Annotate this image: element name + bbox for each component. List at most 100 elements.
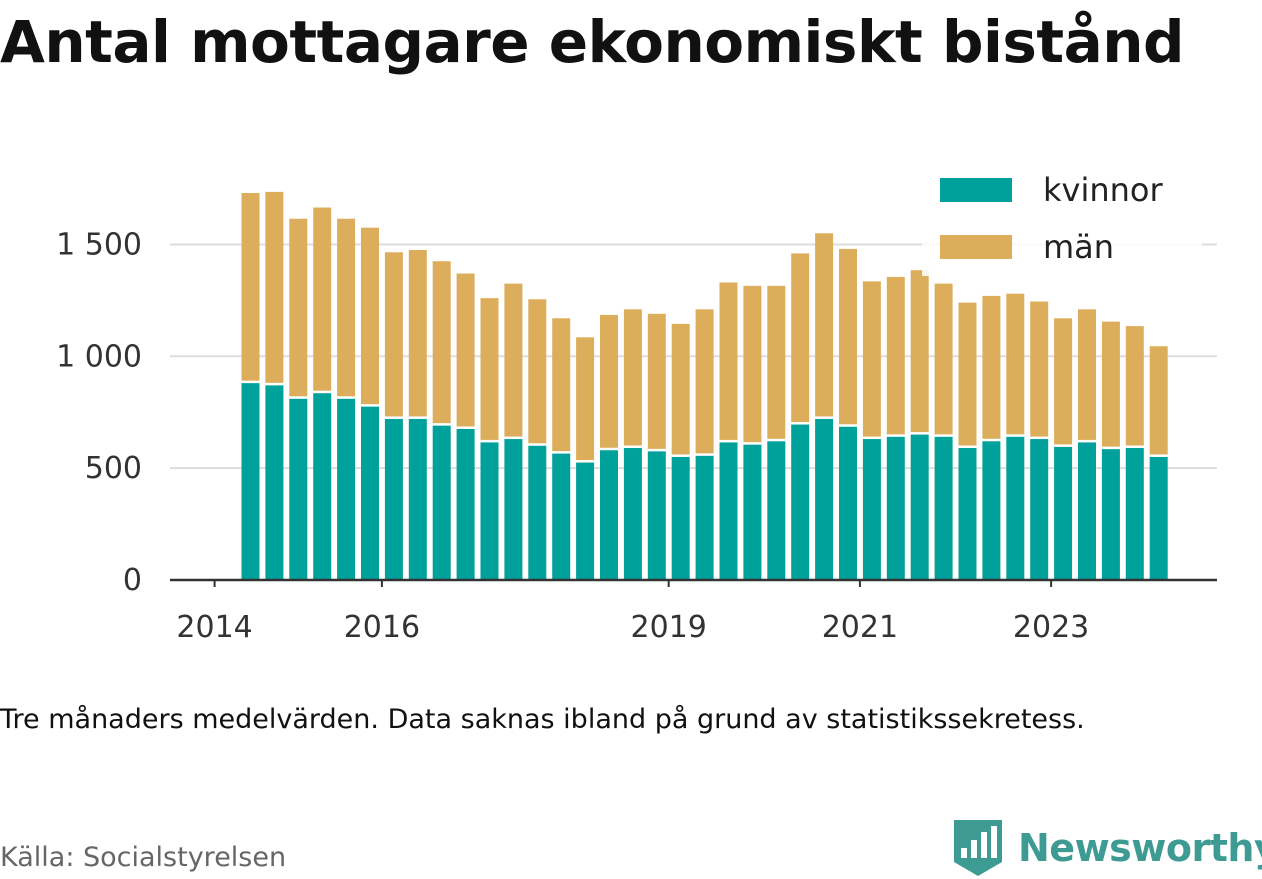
bar-kvinnor <box>695 455 714 580</box>
bar-man <box>313 207 332 391</box>
bar-kvinnor <box>408 418 427 580</box>
bar-man <box>862 281 881 437</box>
bar-man <box>552 318 571 452</box>
chart-title: Antal mottagare ekonomiskt bistånd <box>0 8 1185 76</box>
bar-man <box>671 323 690 455</box>
brand-logo[interactable]: Newsworthy <box>950 818 1262 878</box>
x-tick-label: 2014 <box>176 610 252 645</box>
bar-man <box>384 252 403 417</box>
bar-man <box>408 250 427 417</box>
bar-kvinnor <box>1125 448 1144 580</box>
bar-man <box>265 191 284 383</box>
bar-man <box>432 261 451 424</box>
chart-note: Tre månaders medelvärden. Data saknas ib… <box>0 704 1085 735</box>
bar-kvinnor <box>671 456 690 580</box>
bar-kvinnor <box>1078 442 1096 580</box>
legend-swatch <box>940 235 1012 259</box>
bar-man <box>528 299 547 444</box>
bars <box>241 191 1168 580</box>
bar-kvinnor <box>815 418 834 580</box>
bar-kvinnor <box>1006 436 1025 580</box>
bar-man <box>337 218 356 397</box>
bar-man <box>791 253 810 423</box>
bar-man <box>361 227 379 405</box>
legend-label: män <box>1043 228 1114 266</box>
bar-man <box>1125 326 1144 446</box>
bar-man <box>910 270 929 433</box>
bar-man <box>1006 293 1025 435</box>
bar-kvinnor <box>910 434 929 580</box>
bar-man <box>480 298 499 440</box>
bar-man <box>576 337 595 461</box>
bar-kvinnor <box>1054 446 1073 580</box>
bar-kvinnor <box>886 436 905 580</box>
axes: 0 500 1 000 1 500 2014 2016 2019 2021 2023 <box>56 227 1217 645</box>
legend-label: kvinnor <box>1043 171 1164 209</box>
bar-kvinnor <box>552 453 571 580</box>
bar-kvinnor <box>313 393 332 580</box>
stacked-bar-chart: 0 500 1 000 1 500 2014 2016 2019 2021 2023 kvinn… <box>56 170 1217 645</box>
y-tick-label: 500 <box>85 451 142 486</box>
bar-man <box>647 313 666 449</box>
bar-man <box>1149 346 1168 455</box>
bar-kvinnor <box>600 450 618 580</box>
source-text: Källa: Socialstyrelsen <box>0 842 287 873</box>
bar-kvinnor <box>576 462 595 580</box>
bar-man <box>958 302 977 446</box>
bar-kvinnor <box>767 441 786 580</box>
bar-kvinnor <box>791 424 810 580</box>
bar-man <box>695 309 714 454</box>
bar-kvinnor <box>265 385 284 580</box>
bar-kvinnor <box>958 448 977 580</box>
bar-kvinnor <box>289 398 308 580</box>
bar-man <box>504 283 523 437</box>
bar-kvinnor <box>1030 439 1049 580</box>
bar-kvinnor <box>337 398 356 580</box>
bar-man <box>839 248 857 425</box>
bar-man <box>815 233 834 417</box>
bar-kvinnor <box>480 442 499 580</box>
bar-kvinnor <box>743 444 762 580</box>
bar-kvinnor <box>623 448 642 580</box>
bar-man <box>934 283 953 435</box>
x-tick-label: 2019 <box>631 610 707 645</box>
bar-kvinnor <box>934 436 953 580</box>
bar-man <box>886 276 905 435</box>
bar-man <box>719 282 738 440</box>
legend-swatch <box>940 178 1012 202</box>
bar-man <box>456 273 475 427</box>
bar-man <box>1030 301 1049 437</box>
bar-kvinnor <box>504 439 523 580</box>
y-tick-label: 0 <box>123 563 142 598</box>
bar-kvinnor <box>361 406 379 580</box>
bar-kvinnor <box>241 383 260 580</box>
x-tick-label: 2016 <box>344 610 420 645</box>
bar-kvinnor <box>1101 449 1120 580</box>
bar-man <box>1078 309 1096 440</box>
bar-kvinnor <box>384 418 403 580</box>
brand-name: Newsworthy <box>1018 826 1262 870</box>
bar-kvinnor <box>719 442 738 580</box>
bar-kvinnor <box>839 426 857 580</box>
bar-kvinnor <box>432 425 451 580</box>
bar-man <box>1054 318 1073 445</box>
bar-man <box>289 218 308 397</box>
bar-man <box>1101 321 1120 447</box>
bar-man <box>623 309 642 446</box>
bar-kvinnor <box>456 429 475 580</box>
bar-kvinnor <box>528 445 547 580</box>
bar-kvinnor <box>982 441 1001 580</box>
bar-man <box>743 285 762 443</box>
bar-kvinnor <box>647 451 666 580</box>
x-tick-label: 2021 <box>822 610 898 645</box>
newsworthy-logo-icon <box>954 820 1002 876</box>
bar-kvinnor <box>1149 456 1168 580</box>
y-tick-label: 1 000 <box>56 339 142 374</box>
legend: kvinnor män <box>922 170 1202 276</box>
bar-kvinnor <box>862 439 881 580</box>
bar-man <box>600 314 618 448</box>
bar-man <box>982 295 1001 439</box>
bar-man <box>241 192 260 381</box>
y-tick-label: 1 500 <box>56 227 142 262</box>
bar-man <box>767 285 786 439</box>
